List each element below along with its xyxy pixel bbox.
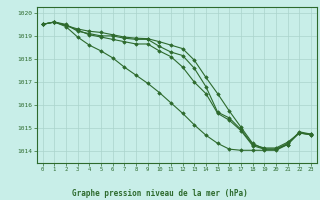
Text: Graphe pression niveau de la mer (hPa): Graphe pression niveau de la mer (hPa)	[72, 189, 248, 198]
